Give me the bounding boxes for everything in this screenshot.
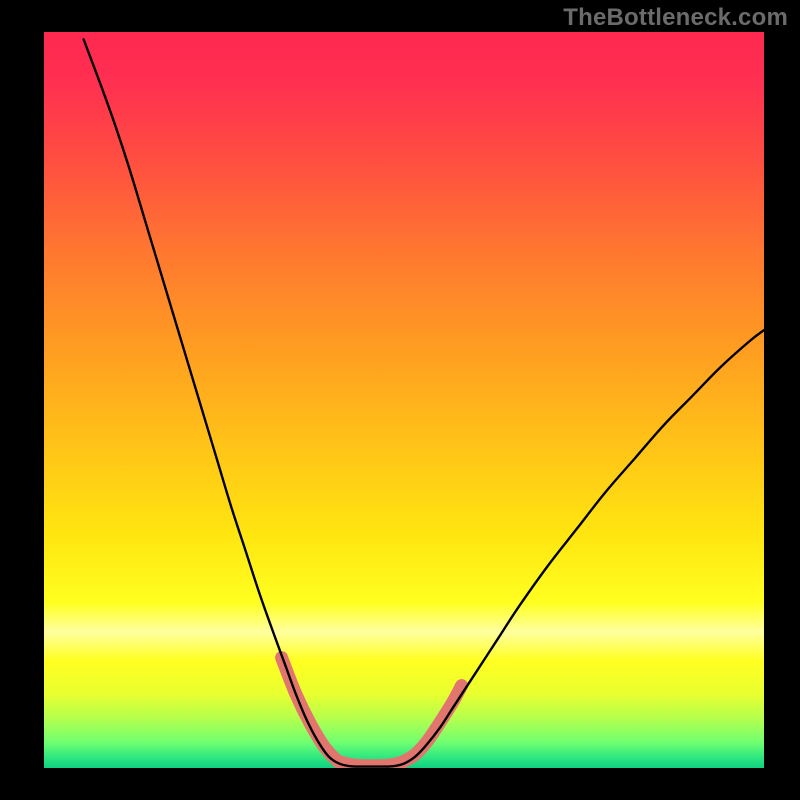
watermark-text: TheBottleneck.com <box>563 4 788 32</box>
plot-area <box>44 32 764 768</box>
chart-stage: TheBottleneck.com <box>0 0 800 800</box>
chart-svg <box>44 32 764 768</box>
chart-background <box>44 32 764 768</box>
